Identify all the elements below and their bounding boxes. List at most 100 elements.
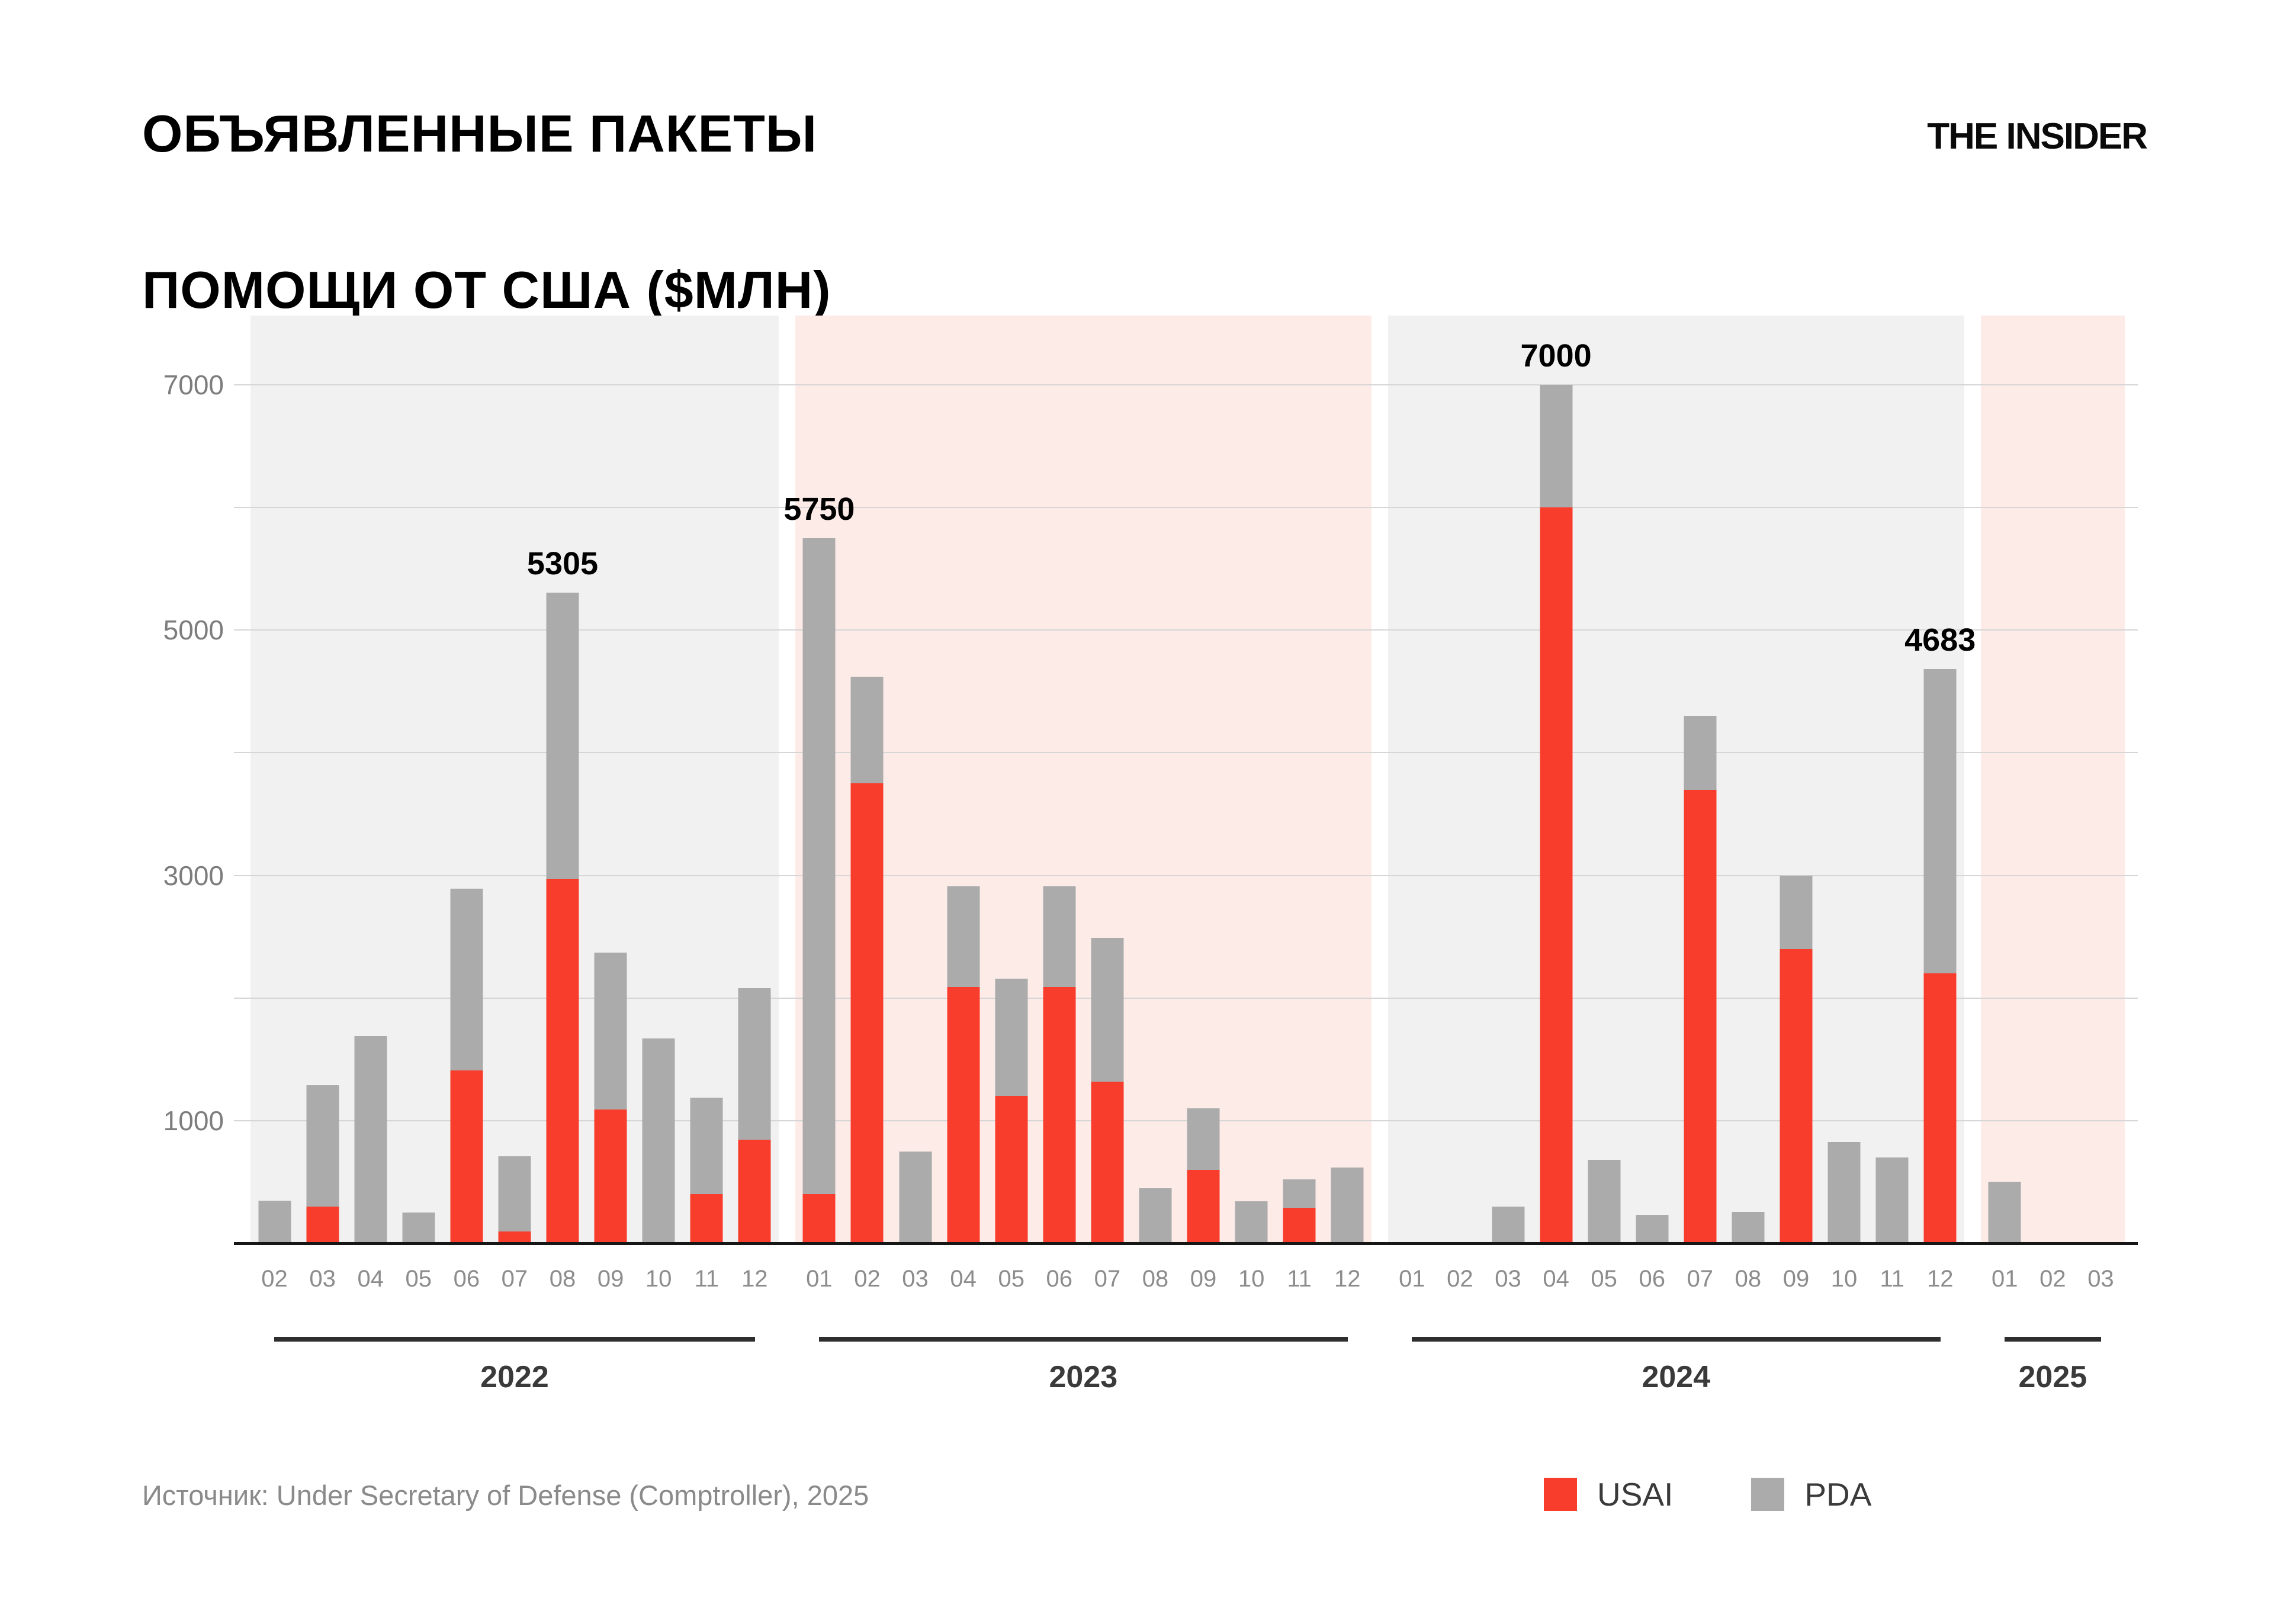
pda-segment	[306, 1085, 339, 1207]
pda-segment	[947, 886, 980, 988]
month-slot-2025-01: 01	[1981, 316, 2029, 1292]
month-slot-2024-01: 01	[1388, 316, 1436, 1292]
month-slot-2024-04: 7000 04	[1521, 316, 1592, 1292]
stacked-bar-2023-01	[802, 538, 836, 1243]
month-label-2023-09: 09	[1190, 1266, 1217, 1292]
pda-segment	[802, 538, 836, 1195]
stacked-bar-2024-12	[1923, 668, 1957, 1243]
stacked-bar-2023-02	[850, 677, 884, 1243]
month-slot-2024-12: 4683 12	[1904, 316, 1976, 1292]
month-label-2024-07: 07	[1687, 1266, 1714, 1292]
pda-segment	[450, 889, 483, 1070]
stacked-bar-2023-11	[1283, 1179, 1316, 1243]
stacked-bar-2024-09	[1780, 875, 1813, 1243]
stacked-bar-2022-03	[306, 1085, 339, 1243]
pda-segment	[1283, 1179, 1316, 1208]
month-label-2023-01: 01	[806, 1266, 833, 1292]
pda-segment	[1588, 1160, 1621, 1243]
pda-segment	[1636, 1215, 1669, 1243]
stacked-bar-2022-06	[450, 889, 483, 1243]
month-label-2025-02: 02	[2039, 1266, 2066, 1292]
pda-segment	[1331, 1167, 1364, 1243]
year-panel-2022: 02 03 04 05 06 07 5305 08 09 10 11 12 2022	[250, 316, 779, 1394]
gridline-7000	[234, 384, 2138, 385]
month-label-2023-12: 12	[1334, 1266, 1361, 1292]
month-slot-2025-03: 03	[2077, 316, 2125, 1292]
month-label-2022-05: 05	[405, 1266, 432, 1292]
pda-segment	[402, 1213, 435, 1243]
pda-segment	[690, 1097, 723, 1195]
month-label-2022-02: 02	[261, 1266, 288, 1292]
month-slot-2022-10: 10	[635, 316, 683, 1292]
stacked-bar-2022-05	[402, 1213, 435, 1243]
usai-segment	[802, 1194, 836, 1243]
pda-segment	[1043, 886, 1076, 988]
pda-segment	[1187, 1108, 1220, 1170]
month-label-2025-01: 01	[1992, 1266, 2018, 1292]
year-label-2023: 2023	[1049, 1360, 1118, 1394]
month-slot-2024-02: 02	[1436, 316, 1484, 1292]
pda-segment	[850, 677, 884, 784]
month-label-2022-07: 07	[501, 1266, 528, 1292]
pda-segment	[1091, 938, 1124, 1082]
month-label-2023-03: 03	[902, 1266, 929, 1292]
pda-segment	[546, 593, 579, 879]
usai-segment	[1091, 1081, 1124, 1243]
stacked-bar-2022-02	[258, 1200, 291, 1243]
stacked-bar-2023-07	[1091, 938, 1124, 1243]
month-label-2023-11: 11	[1287, 1266, 1312, 1292]
month-label-2023-04: 04	[950, 1266, 977, 1292]
bars-and-x-labels: 02 03 04 05 06 07 5305 08 09 10 11 12 2022 5750 01 02 03…	[250, 316, 2125, 1394]
gridline-6000	[234, 507, 2138, 509]
stacked-bar-2023-08	[1139, 1188, 1172, 1243]
month-slot-2023-10: 10	[1228, 316, 1276, 1292]
usai-segment	[306, 1206, 339, 1243]
month-label-2024-10: 10	[1830, 1266, 1858, 1292]
usai-segment	[690, 1194, 723, 1243]
year-panel-2023: 5750 01 02 03 04 05 06 07 08 09 10 11 12 2023	[783, 316, 1372, 1394]
gridlines	[234, 316, 2138, 1243]
month-label-2025-03: 03	[2087, 1266, 2114, 1292]
month-label-2024-11: 11	[1880, 1266, 1904, 1292]
y-tick-label-7000: 7000	[163, 369, 224, 400]
x-axis-line	[234, 1242, 2138, 1245]
month-label-2024-04: 04	[1543, 1266, 1569, 1292]
year-panel-bg-2024	[1387, 316, 1964, 1243]
stacked-bar-2023-04	[947, 886, 980, 1243]
stacked-bar-2023-03	[899, 1151, 932, 1243]
month-label-2024-06: 06	[1639, 1266, 1665, 1292]
stacked-bar-2023-10	[1235, 1201, 1268, 1243]
year-underline-2023	[818, 1337, 1348, 1342]
month-slot-2024-10: 10	[1820, 316, 1868, 1292]
y-axis-tick-labels: 1000 3000 5000 7000	[163, 316, 2125, 1243]
month-slot-2025-02: 02	[2029, 316, 2077, 1292]
month-slot-2022-04: 04	[346, 316, 394, 1292]
pda-segment	[899, 1151, 932, 1243]
month-slot-2022-07: 07	[490, 316, 538, 1292]
year-label-2022: 2022	[480, 1360, 549, 1394]
month-label-2022-10: 10	[645, 1266, 672, 1292]
stacked-bar-2022-11	[690, 1097, 723, 1244]
year-panels-background	[250, 316, 2125, 1243]
month-label-2022-06: 06	[453, 1266, 480, 1292]
gridline-3000	[234, 874, 2138, 876]
source-note: Источник: Under Secretary of Defense (Co…	[142, 1480, 869, 1511]
bar-value-label: 7000	[1520, 338, 1592, 374]
pda-segment	[738, 988, 771, 1140]
stacked-bar-2023-09	[1187, 1108, 1220, 1243]
bar-value-label: 5305	[526, 546, 599, 582]
stacked-bar-2024-07	[1684, 716, 1717, 1243]
stacked-bar-2022-10	[642, 1038, 675, 1243]
month-slot-2023-11: 11	[1276, 316, 1324, 1292]
y-tick-label-5000: 5000	[163, 615, 224, 646]
gridline-5000	[234, 629, 2138, 631]
month-slot-2023-06: 06	[1035, 316, 1083, 1292]
pda-segment	[1540, 385, 1573, 508]
stacked-bar-2024-03	[1492, 1206, 1524, 1243]
stacked-bar-2024-11	[1875, 1157, 1909, 1243]
year-underline-2024	[1411, 1337, 1941, 1342]
stacked-bar-2022-08	[546, 593, 579, 1243]
usai-segment	[450, 1070, 483, 1243]
usai-segment	[1283, 1207, 1316, 1243]
